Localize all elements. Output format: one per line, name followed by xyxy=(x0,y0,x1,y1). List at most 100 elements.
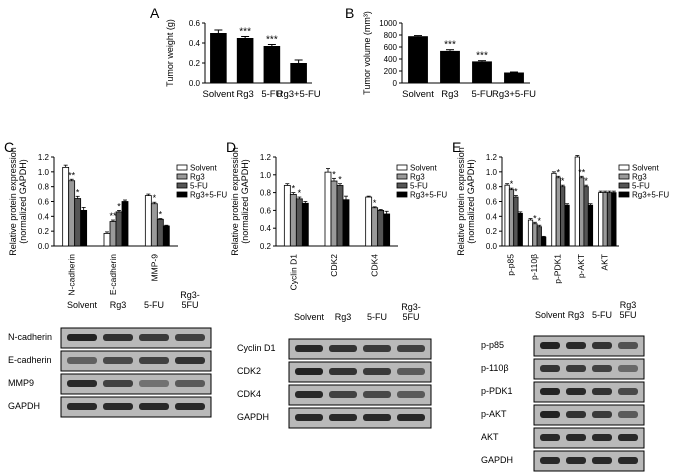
legend-swatch xyxy=(396,191,408,198)
bar-rg3 xyxy=(532,223,538,247)
blot-band xyxy=(329,391,357,398)
bar-5-fu xyxy=(377,209,385,247)
bar xyxy=(290,63,307,83)
legend-swatch xyxy=(618,182,630,189)
blot-band xyxy=(329,414,357,421)
y-tick-label: 1000 xyxy=(379,19,397,28)
x-tick-label: Rg3+5-FU xyxy=(277,89,321,100)
x-tick-label: CDK4 xyxy=(370,254,380,277)
bar-solvent xyxy=(103,232,111,247)
blot-band xyxy=(67,403,97,410)
bar xyxy=(504,72,524,83)
blot-band xyxy=(363,391,391,398)
y-tick-label: 0.4 xyxy=(260,224,272,233)
significance-label: * xyxy=(557,167,561,177)
blot-band xyxy=(592,457,612,464)
blot-band xyxy=(592,365,612,372)
blot-membrane xyxy=(533,450,645,472)
significance-label: *** xyxy=(266,35,278,46)
blot-band xyxy=(103,334,133,341)
blot-row-label: GAPDH xyxy=(8,401,40,411)
bar-5-fu xyxy=(115,211,123,247)
significance-label: * xyxy=(338,175,342,185)
x-tick-label: Solvent xyxy=(402,89,434,100)
significance-label: * xyxy=(561,176,565,186)
y-tick-label: 0.6 xyxy=(260,206,272,215)
blot-membrane xyxy=(60,396,212,418)
blot-column-label: Rg3 xyxy=(620,300,637,310)
y-tick-label: 0.8 xyxy=(486,183,498,192)
chart-c: 0.0 0.2 0.4 0.6 0.8 1.0 1.2 Relative protein ex… xyxy=(8,147,227,295)
blot-e: Solvent Rg3 5-FURg35FUp-p85p-110βp-PDK1p-A… xyxy=(481,300,645,472)
x-tick-label: Solvent xyxy=(203,89,235,100)
blot-membrane xyxy=(60,373,212,395)
x-tick-label: Rg3+5-FU xyxy=(492,89,536,100)
significance-label: * xyxy=(117,201,121,211)
panel-label-b: B xyxy=(345,5,354,21)
legend-swatch xyxy=(176,182,188,189)
bar-5-fu xyxy=(156,218,164,247)
chart-b: 0 200 400 600 800 1000 Tumor volume (mm³) Solve… xyxy=(362,11,536,100)
blot-membrane xyxy=(533,404,645,426)
bar-rg3-5-fu xyxy=(301,202,309,247)
blot-band xyxy=(103,380,133,387)
legend-swatch xyxy=(396,173,408,180)
blot-band xyxy=(295,414,323,421)
blot-membrane xyxy=(288,338,432,360)
legend-item: 5-FU xyxy=(410,182,428,191)
bar-5-fu xyxy=(74,198,82,247)
blot-band xyxy=(397,414,425,421)
blot-c: Solvent Rg3 5-FU Rg3-5FU N-cadherin E-cadheri… xyxy=(8,290,212,418)
blot-band xyxy=(540,342,560,349)
blot-row-label: p-PDK1 xyxy=(481,386,513,396)
bar-rg3-5-fu xyxy=(587,204,594,247)
blot-row-label: CDK2 xyxy=(237,366,261,376)
blot-row-label: N-cadherin xyxy=(8,332,52,342)
blot-band xyxy=(540,411,560,418)
y-tick-label: 1.2 xyxy=(260,153,272,162)
bar-rg3 xyxy=(289,193,297,247)
legend-item: 5-FU xyxy=(190,182,208,191)
blot-row-label: E-cadherin xyxy=(8,355,52,365)
bar xyxy=(472,61,492,83)
x-tick-label: E-cadherin xyxy=(108,254,118,295)
bar-5-fu xyxy=(336,185,344,247)
blot-band xyxy=(618,457,638,464)
blot-band xyxy=(566,457,586,464)
blot-d: Solvent Rg3 5-FU Rg3-5FU Cyclin D1 CDK2 CDK4 GA… xyxy=(237,302,432,429)
legend-swatch xyxy=(396,164,408,171)
x-tick-label: MMP-9 xyxy=(149,254,159,282)
x-tick-label: Rg3 xyxy=(236,89,253,100)
bar-rg3-5-fu xyxy=(162,225,170,247)
bar xyxy=(263,46,281,83)
bar-solvent xyxy=(598,192,604,247)
bar-rg3 xyxy=(371,207,379,247)
blot-column-label: 5FU xyxy=(181,300,198,310)
bar-rg3-5-fu xyxy=(121,201,129,247)
bar-rg3 xyxy=(579,177,585,247)
bar-5-fu xyxy=(606,192,613,247)
x-tick-label: CDK2 xyxy=(329,254,339,277)
blot-band xyxy=(295,368,323,375)
blot-membrane xyxy=(533,358,645,380)
significance-label: * xyxy=(538,216,542,226)
bar-5-fu xyxy=(295,198,303,247)
y-axis-label-2: (normalized GAPDH) xyxy=(240,159,250,244)
significance-label: * xyxy=(159,210,163,220)
blot-column-label: 5-FU xyxy=(592,310,612,320)
blot-band xyxy=(566,411,586,418)
y-axis-label-2: (normalized GAPDH) xyxy=(18,159,28,244)
blots-layer: Solvent Rg3 5-FURg3-5FUN-cadherinE-cadheri… xyxy=(8,290,645,472)
blot-band xyxy=(175,334,205,341)
significance-label: * xyxy=(510,179,514,189)
legend-swatch xyxy=(176,164,188,171)
blot-column-label: Solvent xyxy=(67,300,98,310)
blot-band xyxy=(103,403,133,410)
blot-band xyxy=(295,391,323,398)
y-tick-label: 0.8 xyxy=(38,183,50,192)
bar-rg3 xyxy=(330,180,338,247)
blot-band xyxy=(329,345,357,352)
panel-label-c: C xyxy=(4,139,14,155)
blot-band xyxy=(139,403,169,410)
bar-solvent xyxy=(504,184,510,247)
